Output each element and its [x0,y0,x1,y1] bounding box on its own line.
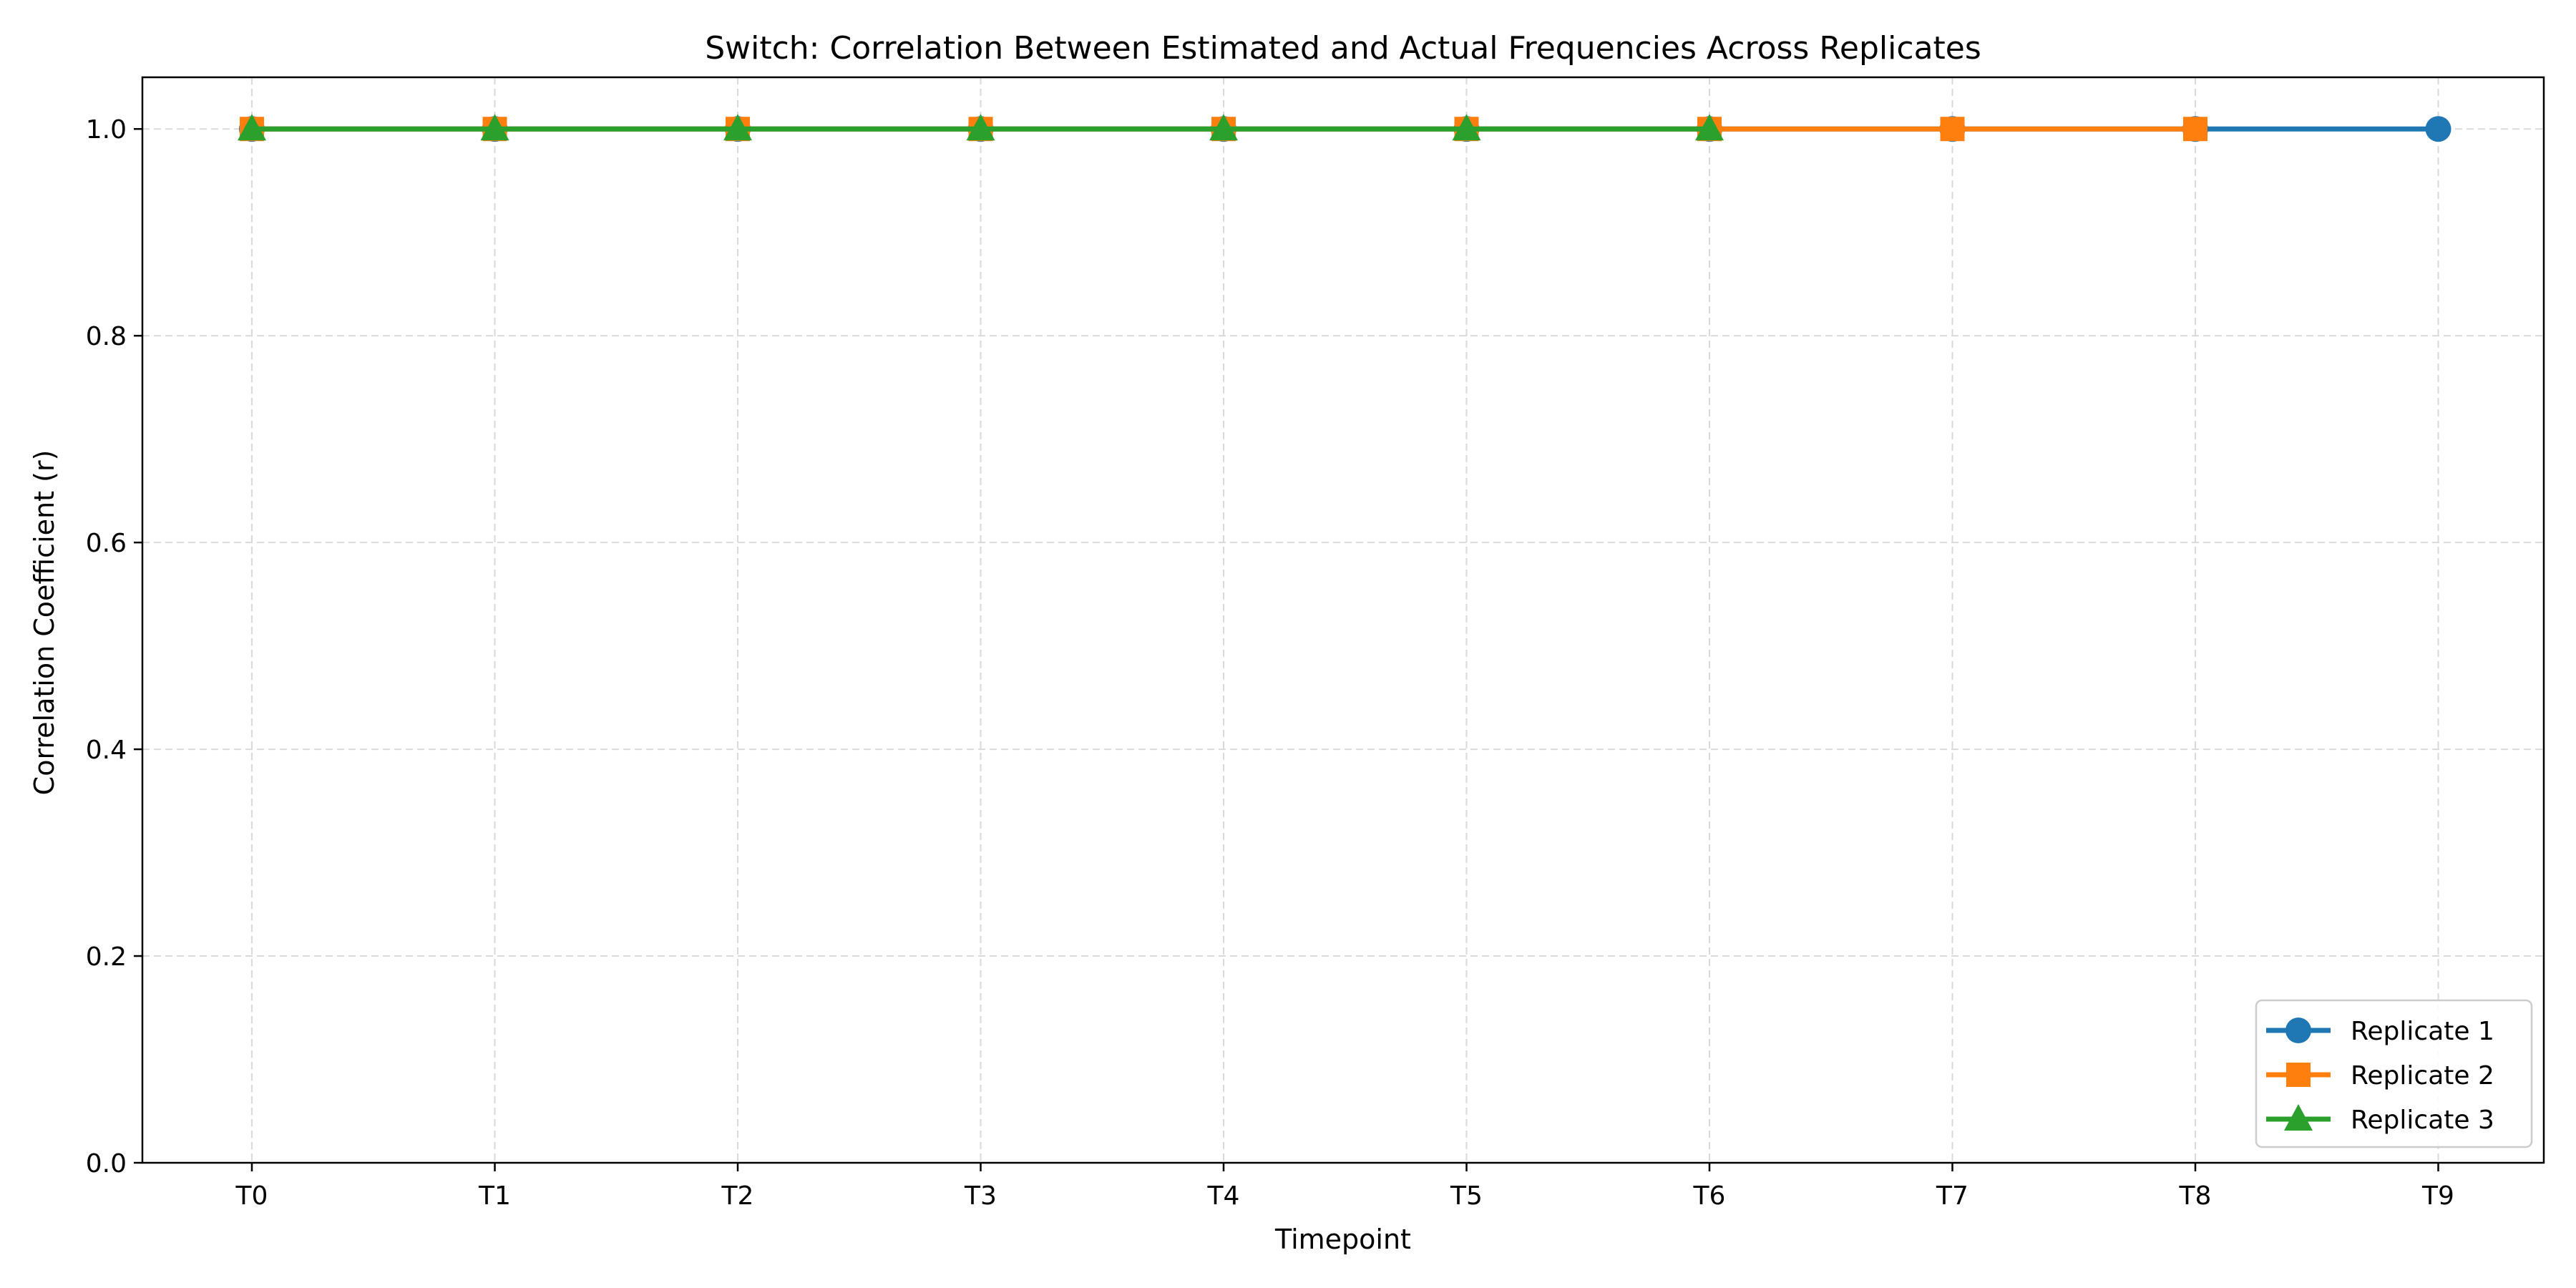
data-point [1695,114,1724,141]
y-axis-label: Correlation Coefficient (r) [29,450,60,796]
chart-title: Switch: Correlation Between Estimated an… [705,30,1981,67]
legend-item: Replicate 3 [2266,1104,2494,1135]
data-point [2425,116,2451,142]
legend-marker [2284,1104,2313,1131]
x-tick-label: T0 [235,1181,268,1211]
data-point [480,114,509,141]
grid [142,77,2544,1163]
data-point [1452,114,1481,141]
data-point [723,114,752,141]
series-layer [238,114,2451,142]
data-point [238,114,266,141]
legend-label: Replicate 3 [2351,1106,2494,1135]
x-tick-label: T3 [964,1181,997,1211]
y-tick-label: 0.4 [86,736,127,765]
x-tick-label: T6 [1693,1181,1726,1211]
series-3 [238,114,1724,141]
legend-label: Replicate 2 [2351,1061,2494,1091]
data-point [1209,114,1238,141]
x-tick-label: T5 [1450,1181,1483,1211]
legend-marker [2285,1018,2311,1043]
x-tick-label: T8 [2179,1181,2212,1211]
y-tick-label: 0.0 [86,1149,127,1179]
legend-box [2255,999,2533,1148]
legend-label: Replicate 1 [2351,1017,2494,1046]
legend: Replicate 1 Replicate 2 Replicate 3 [2255,999,2533,1148]
data-point [2183,117,2207,142]
legend-item: Replicate 2 [2266,1061,2494,1091]
data-point [966,114,995,141]
legend-marker [2286,1063,2311,1087]
x-tick-label: T1 [478,1181,511,1211]
y-tick-label: 1.0 [86,115,127,145]
y-tick-label: 0.6 [86,529,127,558]
y-tick-label: 0.8 [86,322,127,351]
x-tick-label: T9 [2421,1181,2454,1211]
plot-frame [141,76,2545,1164]
legend-item: Replicate 1 [2266,1017,2494,1046]
y-tick-label: 0.2 [86,942,127,972]
x-tick-label: T7 [1936,1181,1968,1211]
x-axis-label: Timepoint [1274,1224,1411,1255]
x-tick-label: T2 [721,1181,754,1211]
x-tick-label: T4 [1207,1181,1240,1211]
axes: T0 T1 T2 T3 T4 T5 T6 T7 T8 T9 0.0 0.2 0.4 0.6 0.8 1.0 [86,76,2545,1211]
data-point [1940,117,1965,142]
